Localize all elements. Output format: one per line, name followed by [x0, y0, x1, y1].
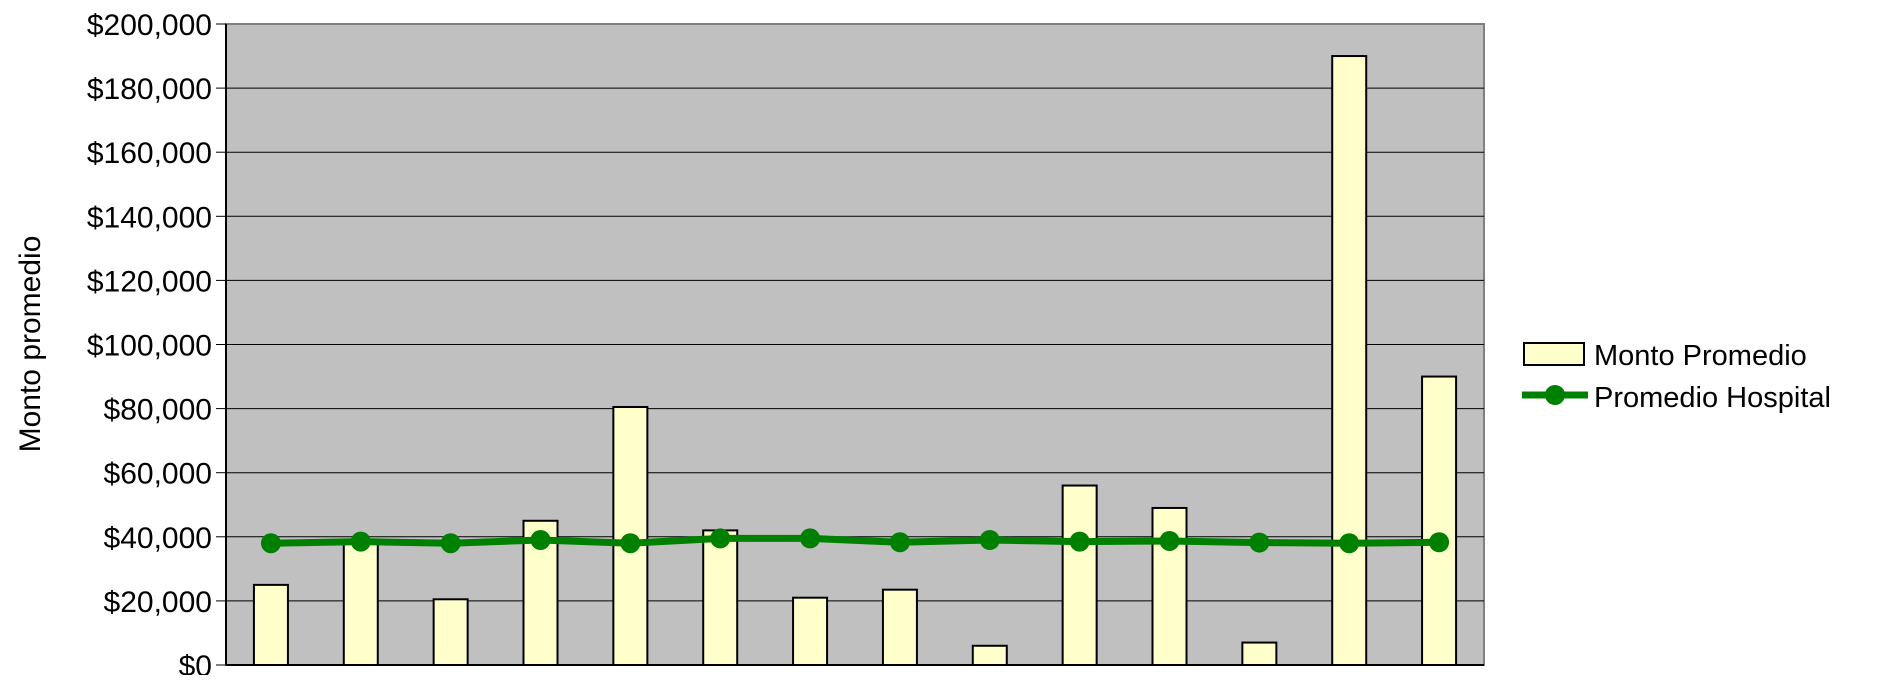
y-tick-label: $40,000 — [104, 522, 212, 555]
line-point — [620, 533, 641, 554]
line-point — [889, 532, 910, 553]
bar — [1241, 641, 1278, 667]
legend-marker-promedio-hospital — [1545, 385, 1565, 405]
line-point — [1339, 533, 1360, 554]
line-point — [350, 531, 371, 552]
legend-swatch-monto-promedio — [1523, 342, 1585, 366]
line-point — [800, 528, 821, 549]
y-tick-label: $0 — [179, 650, 212, 675]
legend-label-monto-promedio: Monto Promedio — [1594, 340, 1807, 372]
line-point — [1429, 532, 1450, 553]
y-tick-label: $160,000 — [87, 137, 212, 170]
line-point — [530, 530, 551, 551]
bar — [1421, 375, 1458, 666]
line-point — [979, 530, 1000, 551]
bar — [252, 583, 289, 666]
y-axis-ticks: $0 $20,000 $40,000 $60,000 $80,000 $100,000 $1… — [87, 9, 1484, 680]
bar — [1331, 55, 1368, 667]
y-axis-title: Monto promedio — [14, 236, 47, 453]
y-tick-label: $80,000 — [104, 394, 212, 427]
line-point — [1249, 532, 1270, 553]
line-point — [1069, 531, 1090, 552]
y-tick-label: $60,000 — [104, 458, 212, 491]
y-tick-label: $100,000 — [87, 330, 212, 363]
line-point — [440, 533, 461, 554]
y-tick-label: $180,000 — [87, 73, 212, 106]
bar — [792, 596, 829, 667]
bar — [971, 644, 1008, 667]
y-tick-label: $200,000 — [87, 9, 212, 42]
y-tick-label: $20,000 — [104, 586, 212, 619]
bar-series — [252, 55, 1458, 667]
legend: Monto Promedio Promedio Hospital — [1522, 340, 1831, 414]
y-tick-label: $120,000 — [87, 265, 212, 298]
bar — [702, 529, 739, 667]
y-tick-label: $140,000 — [87, 201, 212, 234]
series-line — [270, 534, 1440, 547]
line-point — [710, 528, 731, 549]
bar — [342, 539, 379, 667]
bar — [1061, 484, 1098, 666]
line-point — [1159, 530, 1180, 551]
line-series — [260, 528, 1450, 554]
bar — [881, 588, 918, 666]
line-point — [260, 533, 281, 554]
legend-label-promedio-hospital: Promedio Hospital — [1594, 382, 1831, 414]
bar — [432, 598, 469, 666]
